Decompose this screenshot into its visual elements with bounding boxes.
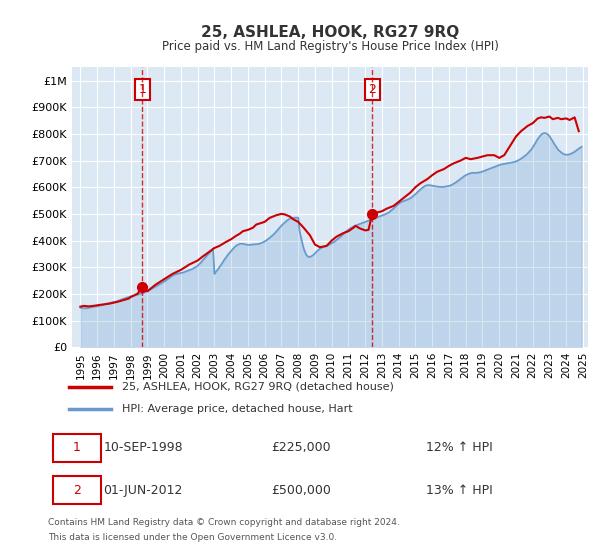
Text: Contains HM Land Registry data © Crown copyright and database right 2024.: Contains HM Land Registry data © Crown c… [48, 518, 400, 527]
Text: 1: 1 [139, 83, 146, 96]
Text: 1: 1 [73, 441, 81, 454]
Text: 2: 2 [368, 83, 376, 96]
Text: £500,000: £500,000 [272, 484, 331, 497]
Text: £225,000: £225,000 [272, 441, 331, 454]
Text: Price paid vs. HM Land Registry's House Price Index (HPI): Price paid vs. HM Land Registry's House … [161, 40, 499, 53]
Text: 01-JUN-2012: 01-JUN-2012 [103, 484, 183, 497]
FancyBboxPatch shape [53, 434, 101, 461]
Text: 25, ASHLEA, HOOK, RG27 9RQ (detached house): 25, ASHLEA, HOOK, RG27 9RQ (detached hou… [122, 381, 394, 391]
Text: 10-SEP-1998: 10-SEP-1998 [103, 441, 183, 454]
Text: 2: 2 [73, 484, 81, 497]
Text: 12% ↑ HPI: 12% ↑ HPI [427, 441, 493, 454]
Text: 13% ↑ HPI: 13% ↑ HPI [427, 484, 493, 497]
Text: 25, ASHLEA, HOOK, RG27 9RQ: 25, ASHLEA, HOOK, RG27 9RQ [201, 25, 459, 40]
Text: HPI: Average price, detached house, Hart: HPI: Average price, detached house, Hart [122, 404, 353, 414]
Text: This data is licensed under the Open Government Licence v3.0.: This data is licensed under the Open Gov… [48, 533, 337, 542]
FancyBboxPatch shape [53, 477, 101, 504]
